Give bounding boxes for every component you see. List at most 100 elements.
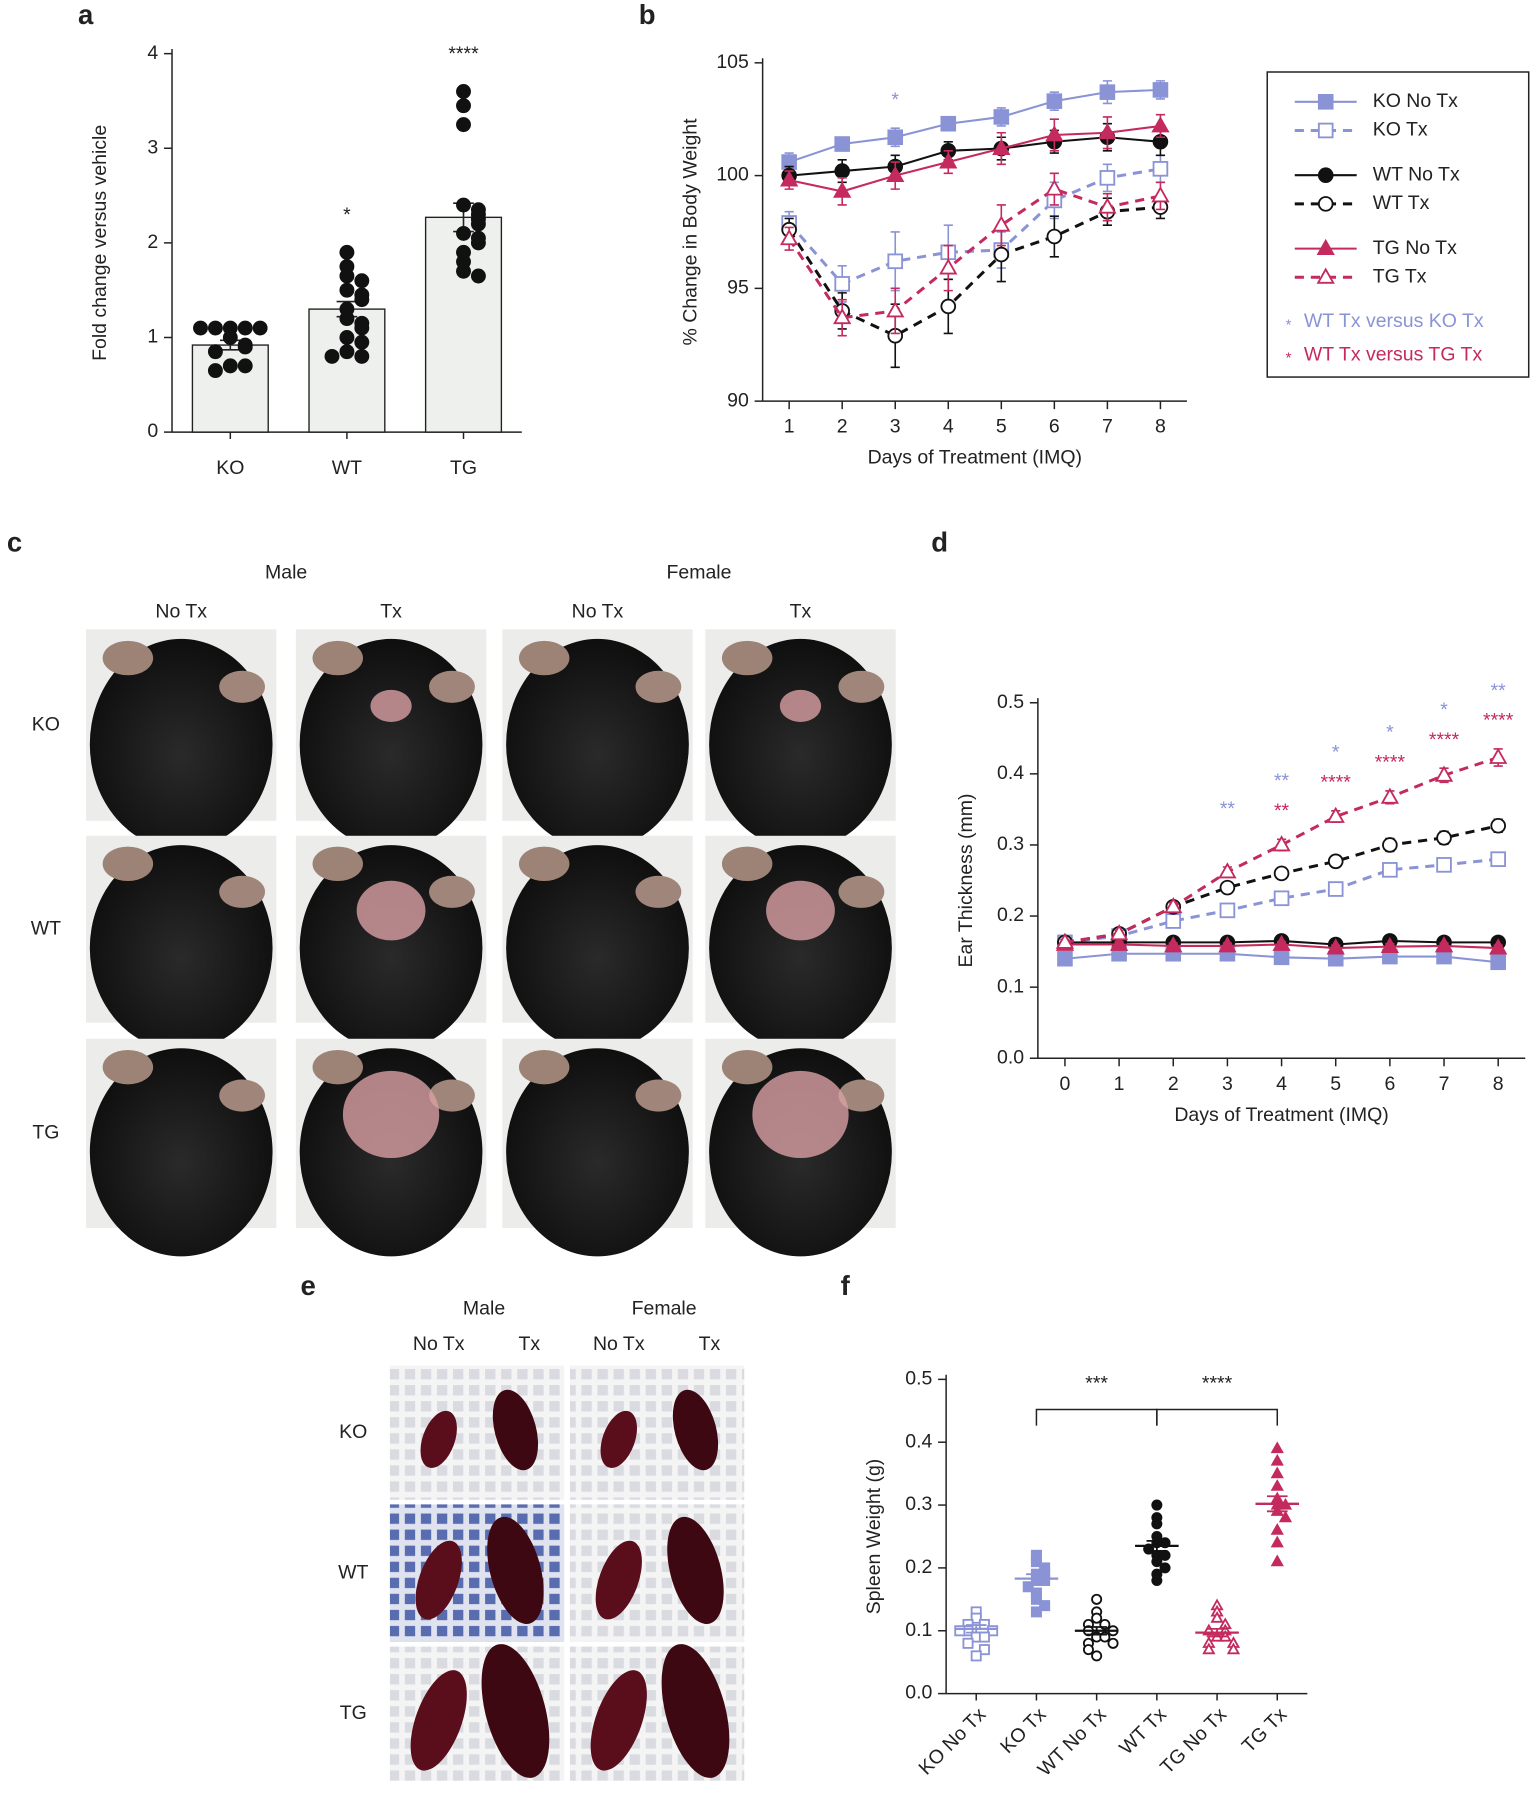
photo <box>838 1079 885 1112</box>
series-line <box>1064 857 1499 944</box>
data-point <box>1270 1479 1284 1491</box>
y-tick-label: 0.1 <box>997 975 1024 997</box>
legend-box <box>1266 71 1530 378</box>
marker <box>992 215 1011 232</box>
data-point <box>1030 1593 1042 1605</box>
marker <box>993 246 1010 263</box>
photo <box>342 1070 440 1159</box>
y-tick-label: 90 <box>727 389 749 411</box>
row-label: WT <box>31 917 61 939</box>
data-point <box>1151 1556 1163 1568</box>
x-tick-label: KO Tx <box>996 1703 1051 1758</box>
marker <box>1218 936 1237 953</box>
x-tick-label: 8 <box>1493 1073 1504 1095</box>
data-point <box>339 330 355 345</box>
photo <box>721 846 773 882</box>
marker <box>1151 186 1170 203</box>
photo <box>219 875 266 908</box>
y-tick-label: 0.1 <box>905 1619 932 1641</box>
bracket <box>1156 1408 1279 1426</box>
y-tick-label: 0.3 <box>905 1493 932 1515</box>
legend-label: TG Tx <box>1373 265 1427 287</box>
data-point <box>1270 1554 1284 1567</box>
significance: ** <box>1274 770 1290 792</box>
x-tick-label: 8 <box>1155 416 1166 438</box>
marker <box>834 276 850 292</box>
legend-label: TG No Tx <box>1373 237 1457 259</box>
data-point <box>1202 1642 1216 1655</box>
photo <box>312 1049 363 1085</box>
photo <box>487 1516 544 1624</box>
data-point <box>970 1612 982 1624</box>
column-label: Tx <box>519 1333 541 1355</box>
marker <box>939 258 958 275</box>
data-point <box>237 339 253 355</box>
data-point <box>456 263 471 279</box>
marker <box>833 307 852 325</box>
x-tick-label: 4 <box>943 416 954 438</box>
significance: **** <box>448 43 479 65</box>
data-point <box>354 292 370 308</box>
photo <box>410 1670 467 1771</box>
photo <box>569 1365 745 1500</box>
photo <box>600 1410 637 1468</box>
photo <box>766 880 835 941</box>
legend-label: WT No Tx <box>1373 163 1460 185</box>
photo <box>429 875 475 908</box>
photo <box>590 1670 647 1771</box>
data-point <box>1210 1611 1224 1623</box>
marker <box>1489 747 1508 764</box>
significance: * <box>1332 742 1340 764</box>
column-label: No Tx <box>572 600 624 622</box>
marker <box>1218 862 1237 879</box>
data-point <box>1270 1453 1284 1466</box>
marker <box>1165 913 1182 929</box>
data-point <box>987 1625 999 1637</box>
data-point <box>222 358 238 374</box>
marker <box>1152 161 1169 177</box>
series-line <box>788 124 1161 193</box>
data-point <box>1270 1523 1284 1535</box>
marker <box>1326 938 1345 955</box>
legend-marker <box>1317 167 1334 184</box>
data-point <box>470 268 486 284</box>
y-tick-label: 100 <box>716 164 749 186</box>
data-point <box>962 1637 974 1649</box>
x-tick-label: KO No Tx <box>914 1703 990 1779</box>
data-point <box>1151 1499 1163 1511</box>
photo <box>595 1540 642 1620</box>
legend-label: KO Tx <box>1373 119 1428 141</box>
marker <box>1152 82 1169 98</box>
data-point <box>1270 1466 1284 1479</box>
column-label: No Tx <box>413 1333 465 1355</box>
error-bar <box>1086 1626 1107 1636</box>
series-line <box>789 136 1161 177</box>
error-bar <box>1206 1627 1228 1638</box>
significance: * <box>343 204 351 226</box>
marker <box>1272 835 1291 852</box>
marker <box>1098 197 1117 214</box>
marker <box>1326 806 1345 823</box>
photo <box>838 875 885 908</box>
marker <box>1219 902 1236 919</box>
marker <box>1098 122 1117 140</box>
photo <box>635 875 682 908</box>
y-tick-label: 1 <box>147 326 158 348</box>
y-axis-label: Spleen Weight (g) <box>863 1459 885 1615</box>
row-label: WT <box>338 1561 368 1583</box>
data-point <box>470 235 486 251</box>
x-tick-label: 5 <box>1330 1073 1341 1095</box>
y-tick-label: 0.2 <box>905 1556 932 1578</box>
x-tick-label: TG <box>450 457 477 479</box>
significance: ** <box>1274 800 1290 822</box>
legend-marker <box>1317 94 1334 110</box>
error-bar <box>965 1624 987 1634</box>
photo <box>661 1644 730 1778</box>
legend-symbol: * <box>1286 317 1292 333</box>
significance: **** <box>1321 771 1352 793</box>
photo <box>420 1410 457 1468</box>
photo <box>312 640 363 676</box>
x-tick-label: KO <box>216 457 244 479</box>
series-line <box>787 187 1161 320</box>
data-point <box>470 216 486 232</box>
